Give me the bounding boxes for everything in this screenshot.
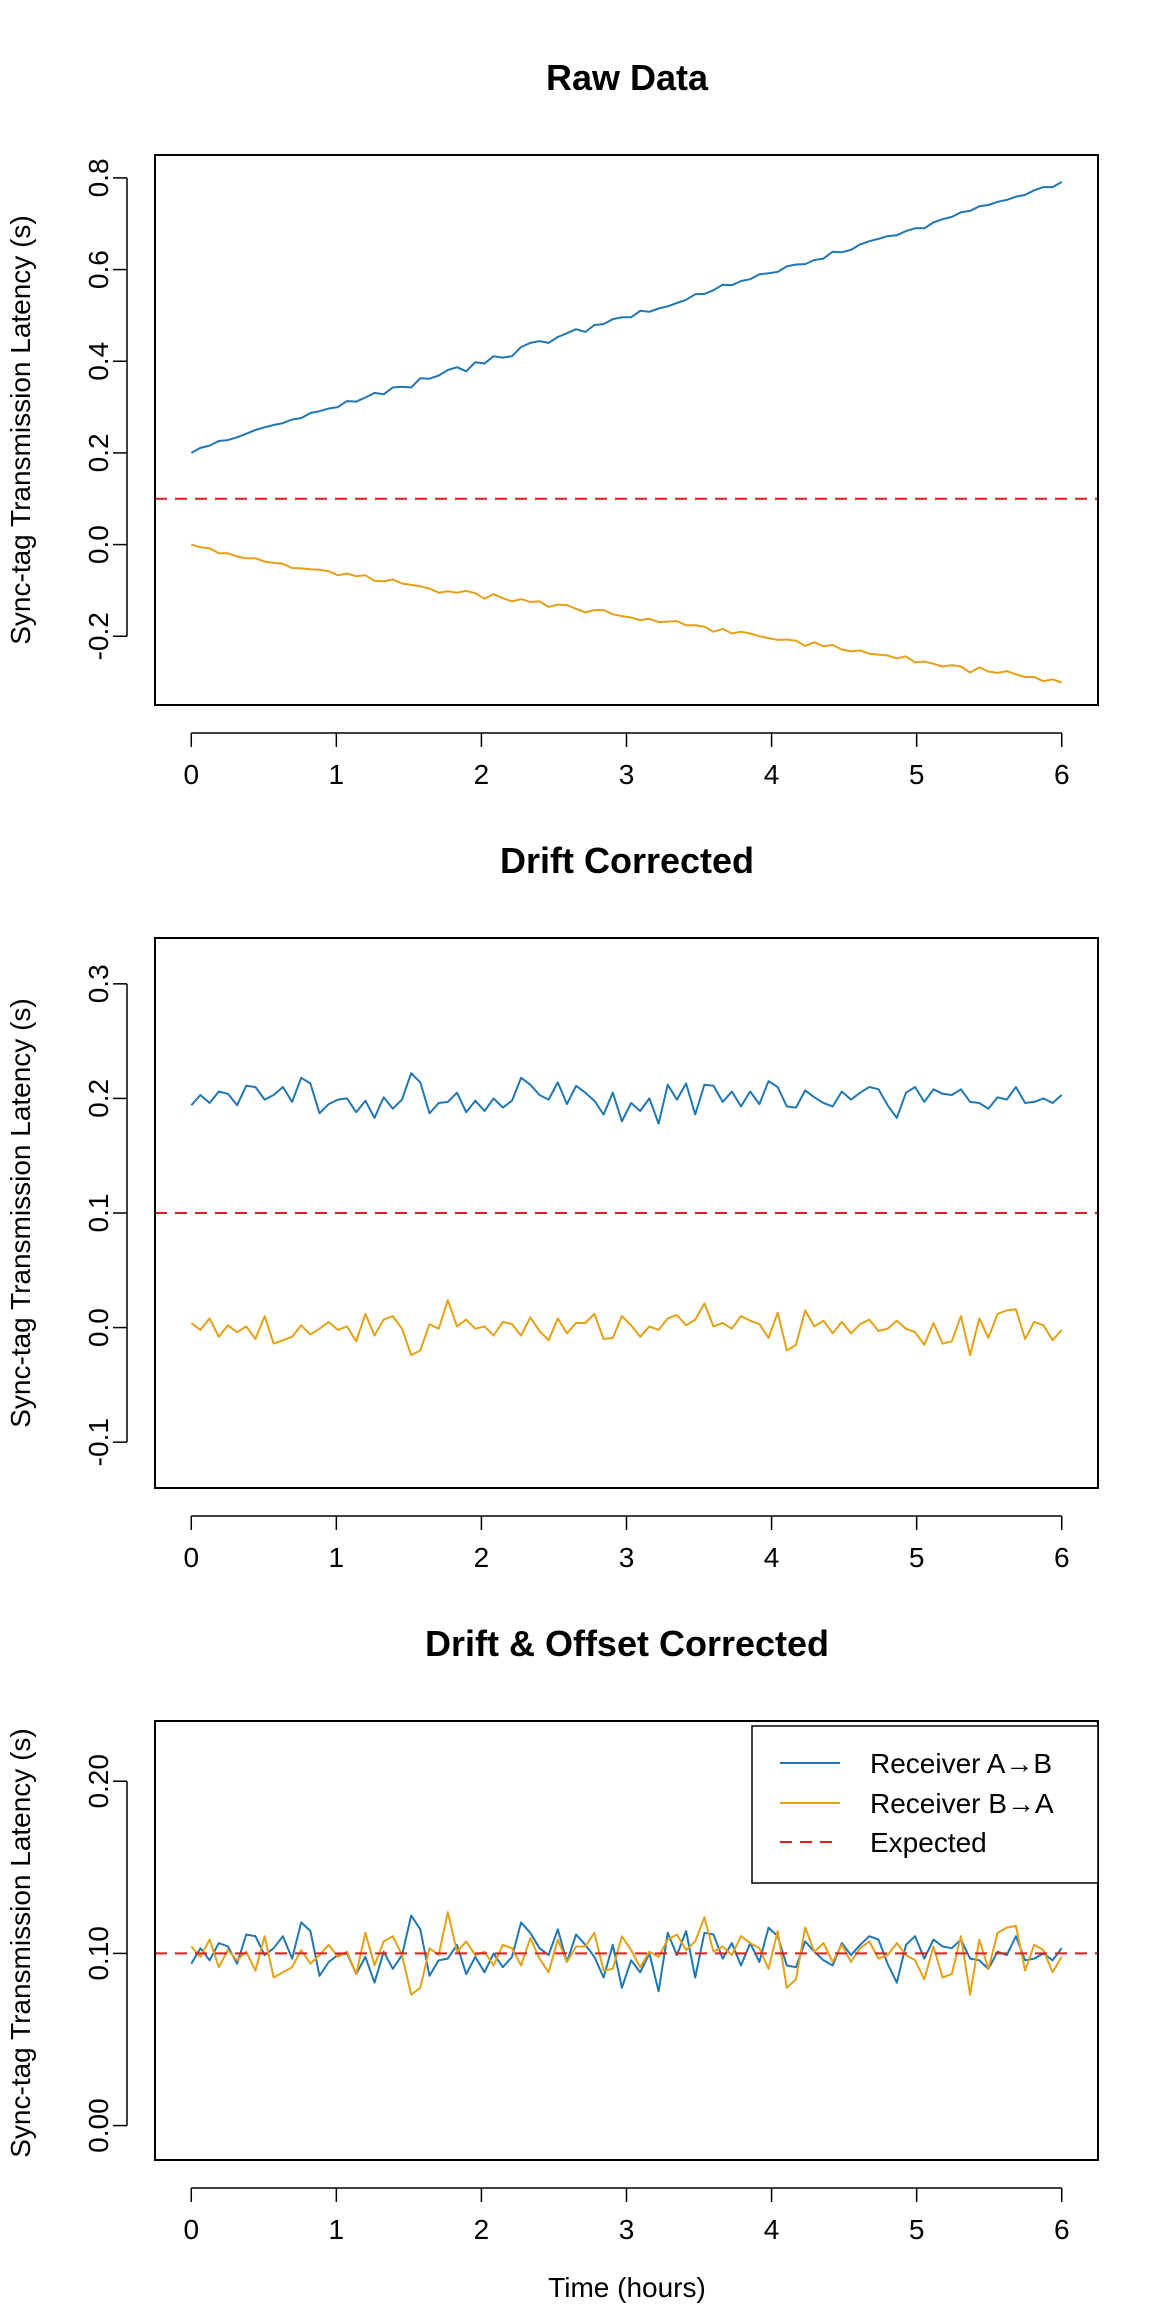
series-line-1: [190, 1911, 1063, 1996]
x-tick-label: 4: [764, 1542, 780, 1573]
legend-label-b-to-a: Receiver B→A: [870, 1788, 1054, 1819]
plot-frame: [154, 937, 1099, 1489]
x-tick-label: 2: [474, 2214, 490, 2245]
chart-title: Drift & Offset Corrected: [425, 1623, 829, 1664]
plot-area: 0 1 2 3 4 5 6 0.00 0.10 0.20: [83, 1720, 1099, 2245]
x-tick-label: 1: [329, 1542, 345, 1573]
x-tick-label: 2: [474, 759, 490, 790]
y-tick-label: 0.2: [83, 433, 114, 472]
y-tick-label: -0.2: [83, 612, 114, 660]
x-tick-label: 3: [619, 759, 635, 790]
y-tick-label: 0.6: [83, 250, 114, 289]
x-tick-label: 4: [764, 759, 780, 790]
y-axis-label: Sync-tag Transmission Latency (s): [5, 215, 36, 645]
x-tick-label: 3: [619, 2214, 635, 2245]
y-axis-label: Sync-tag Transmission Latency (s): [5, 1728, 36, 2158]
series-line-0: [190, 181, 1063, 454]
y-tick-label: 0.0: [83, 1308, 114, 1347]
x-tick-label: 5: [909, 1542, 925, 1573]
legend-box: [751, 1725, 1099, 1884]
panel-raw-data: Raw Data Sync-tag Transmission Latency (…: [5, 57, 1099, 790]
plot-frame: [154, 154, 1099, 706]
x-tick-label: 0: [183, 2214, 199, 2245]
x-tick-label: 1: [329, 759, 345, 790]
y-tick-label: 0.8: [83, 158, 114, 197]
x-axis-label: Time (hours): [548, 2272, 706, 2303]
x-tick-label: 6: [1054, 2214, 1070, 2245]
legend-label-expected: Expected: [870, 1827, 987, 1858]
x-tick-label: 2: [474, 1542, 490, 1573]
series-line-0: [190, 1072, 1063, 1125]
y-tick-label: -0.1: [83, 1418, 114, 1466]
plot-area: 0 1 2 3 4 5 6 -0.1 0.0 0.1 0.2 0.3: [83, 937, 1099, 1573]
plot-frame: [154, 1720, 1099, 2161]
chart-title: Raw Data: [546, 57, 709, 98]
y-tick-label: 0.20: [83, 1754, 114, 1809]
x-tick-label: 6: [1054, 759, 1070, 790]
x-tick-label: 0: [183, 759, 199, 790]
legend-label-a-to-b: Receiver A→B: [870, 1748, 1052, 1779]
plot-area: 0 1 2 3 4 5 6 -0.2 0.0 0.2 0.4 0.6 0.8: [83, 154, 1099, 790]
x-tick-label: 5: [909, 759, 925, 790]
chart-title: Drift Corrected: [500, 840, 754, 881]
x-tick-label: 6: [1054, 1542, 1070, 1573]
y-tick-label: 0.10: [83, 1926, 114, 1981]
x-tick-label: 5: [909, 2214, 925, 2245]
y-tick-label: 0.3: [83, 964, 114, 1003]
x-tick-label: 4: [764, 2214, 780, 2245]
y-axis-label: Sync-tag Transmission Latency (s): [5, 998, 36, 1428]
legend: Receiver A→B Receiver B→A Expected: [751, 1725, 1099, 1884]
series-line-1: [190, 1299, 1063, 1357]
y-tick-label: 0.2: [83, 1079, 114, 1118]
x-tick-label: 1: [329, 2214, 345, 2245]
y-tick-label: 0.00: [83, 2098, 114, 2153]
panel-drift-offset-corrected: Drift & Offset Corrected Sync-tag Transm…: [5, 1623, 1099, 2303]
x-tick-label: 3: [619, 1542, 635, 1573]
series-line-1: [191, 543, 1063, 684]
y-tick-label: 0.4: [83, 342, 114, 381]
panel-drift-corrected: Drift Corrected Sync-tag Transmission La…: [5, 840, 1099, 1573]
y-tick-label: 0.1: [83, 1194, 114, 1233]
y-tick-label: 0.0: [83, 525, 114, 564]
x-tick-label: 0: [183, 1542, 199, 1573]
